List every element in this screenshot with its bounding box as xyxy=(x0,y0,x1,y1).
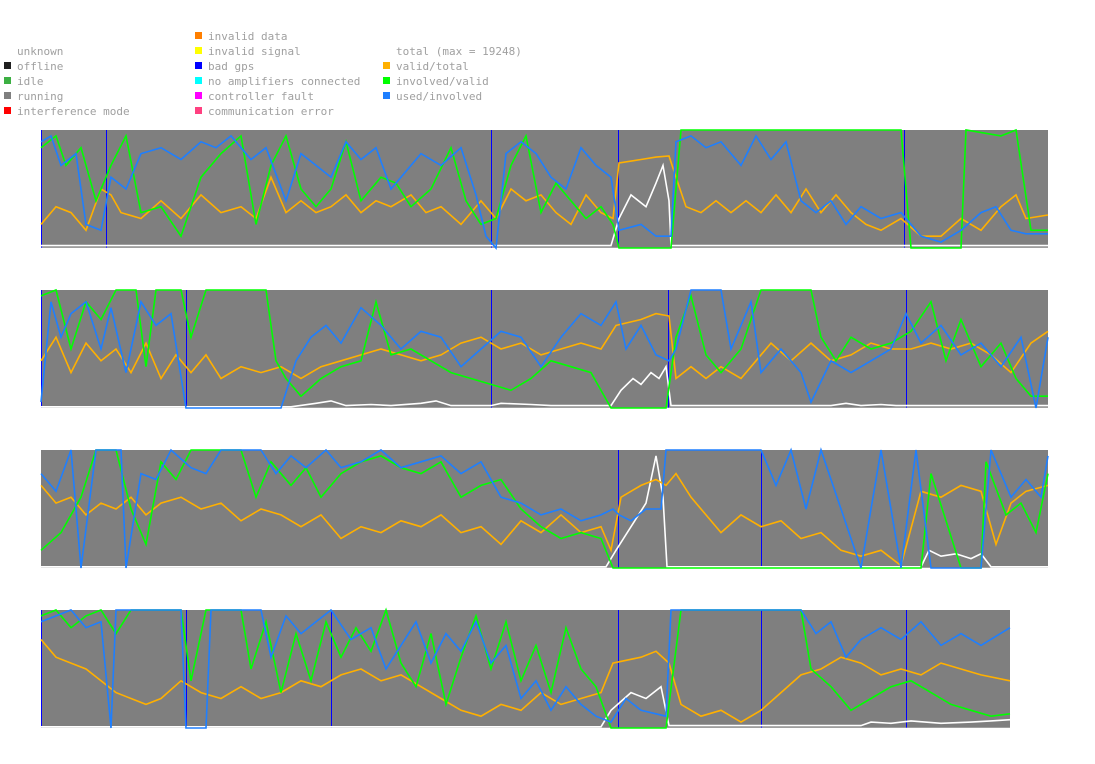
legend-swatch xyxy=(195,62,202,69)
series-valid-total-line xyxy=(40,638,1011,724)
series-used-involved-line xyxy=(40,447,1049,569)
timeline-strip-4 xyxy=(40,607,1011,730)
legend-label: controller fault xyxy=(208,90,314,103)
series-total-line xyxy=(41,364,1048,408)
legend-item-controller-fault: controller fault xyxy=(195,90,314,103)
legend-item-used-involved: used/involved xyxy=(383,90,483,103)
legend-swatch xyxy=(383,77,390,84)
legend-swatch xyxy=(195,77,202,84)
legend-swatch xyxy=(383,92,390,99)
series-total-line xyxy=(41,162,1048,247)
legend-item-unknown: unknown xyxy=(17,45,63,58)
legend-label: bad gps xyxy=(208,60,255,73)
series-total-line xyxy=(41,685,1011,728)
legend-item-involved-valid: involved/valid xyxy=(383,75,489,88)
series-involved-valid-line xyxy=(40,607,1011,729)
legend-label: involved/valid xyxy=(396,75,489,88)
legend-item-offline: offline xyxy=(4,60,64,73)
legend-label: offline xyxy=(17,60,64,73)
series-used-involved-line xyxy=(40,608,1011,729)
legend-label: interference mode xyxy=(17,105,130,118)
legend-swatch xyxy=(4,107,11,114)
series-valid-total-line xyxy=(40,155,1049,237)
legend-item-total-max-19248: total (max = 19248) xyxy=(396,45,522,58)
strip-background-running xyxy=(41,290,1048,408)
legend-item-bad-gps: bad gps xyxy=(195,60,255,73)
legend-swatch xyxy=(4,62,11,69)
series-valid-total-line xyxy=(40,312,1049,381)
legend-label: used/involved xyxy=(396,90,483,103)
legend-item-invalid-data: invalid data xyxy=(195,30,288,43)
series-used-involved-line xyxy=(40,134,1048,250)
legend-label: idle xyxy=(17,75,44,88)
series-valid-total-line xyxy=(40,472,1049,567)
legend-swatch xyxy=(195,47,202,54)
timeline-strip-1 xyxy=(40,128,1049,250)
legend-item-interference-mode: interference mode xyxy=(4,105,130,118)
legend-label: total (max = 19248) xyxy=(396,45,522,58)
legend-swatch xyxy=(4,92,11,99)
legend-item-communication-error: communication error xyxy=(195,105,334,118)
series-used-involved-line xyxy=(40,289,1049,409)
legend-item-running: running xyxy=(4,90,64,103)
legend-label: invalid data xyxy=(208,30,288,43)
legend-label: valid/total xyxy=(396,60,469,73)
legend-label: invalid signal xyxy=(208,45,301,58)
legend-label: communication error xyxy=(208,105,334,118)
legend-item-invalid-signal: invalid signal xyxy=(195,45,301,58)
legend-label: running xyxy=(17,90,64,103)
strip-background-running xyxy=(41,130,1048,248)
timeline-strip-2 xyxy=(40,288,1049,410)
legend-item-valid-total: valid/total xyxy=(383,60,469,73)
timeline-strip-3 xyxy=(40,447,1049,570)
legend-label: no amplifiers connected xyxy=(208,75,361,88)
legend-item-idle: idle xyxy=(4,75,44,88)
series-involved-valid-line xyxy=(40,128,1048,249)
legend-swatch xyxy=(383,62,390,69)
legend-swatch xyxy=(195,32,202,39)
series-total-line xyxy=(41,455,1048,568)
legend-swatch xyxy=(4,77,11,84)
legend-swatch xyxy=(195,92,202,99)
legend-item-no-amplifiers-connected: no amplifiers connected xyxy=(195,75,361,88)
legend-label: unknown xyxy=(17,45,64,58)
legend-swatch xyxy=(195,107,202,114)
